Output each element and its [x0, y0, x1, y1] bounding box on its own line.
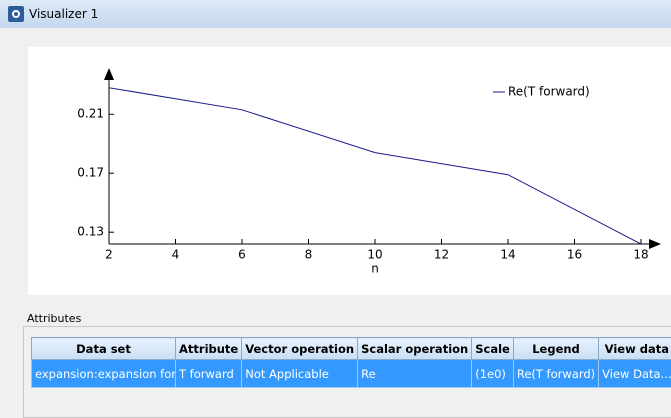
column-header[interactable]: View data	[599, 338, 671, 360]
x-tick-label: 12	[434, 248, 449, 262]
x-tick-label: 6	[238, 248, 246, 262]
group-title: Attributes	[27, 312, 81, 325]
table-cell[interactable]: Not Applicable	[242, 360, 358, 388]
x-tick-label: 10	[367, 248, 382, 262]
y-tick-label: 0.17	[77, 166, 104, 180]
table-cell[interactable]: T forward	[176, 360, 242, 388]
column-header[interactable]: Vector operation	[242, 338, 358, 360]
table-cell[interactable]: Re	[358, 360, 472, 388]
y-tick-label: 0.13	[77, 225, 104, 239]
x-tick-label: 4	[172, 248, 180, 262]
column-header[interactable]: Scale	[472, 338, 514, 360]
column-header[interactable]: Scalar operation	[358, 338, 472, 360]
legend-label: Re(T forward)	[508, 85, 590, 99]
y-tick-label: 0.21	[77, 107, 104, 121]
column-header[interactable]: Data set	[32, 338, 176, 360]
x-tick-label: 14	[500, 248, 515, 262]
table-cell[interactable]: Re(T forward)	[513, 360, 598, 388]
column-header[interactable]: Legend	[513, 338, 598, 360]
x-tick-label: 8	[305, 248, 313, 262]
table-cell[interactable]: (1e0)	[472, 360, 514, 388]
column-header[interactable]: Attribute	[176, 338, 242, 360]
chart: n 0.13 0.17 0.21 2 4 6 8 10 12 14 16 18 Re(T forward…	[0, 0, 671, 300]
x-tick-label: 18	[633, 248, 648, 262]
x-tick-label: 16	[567, 248, 582, 262]
x-tick-label: 2	[105, 248, 113, 262]
x-axis-label: n	[371, 262, 379, 276]
table-cell[interactable]: expansion:expansion for T	[32, 360, 176, 388]
table-cell[interactable]: View Data...	[599, 360, 671, 388]
